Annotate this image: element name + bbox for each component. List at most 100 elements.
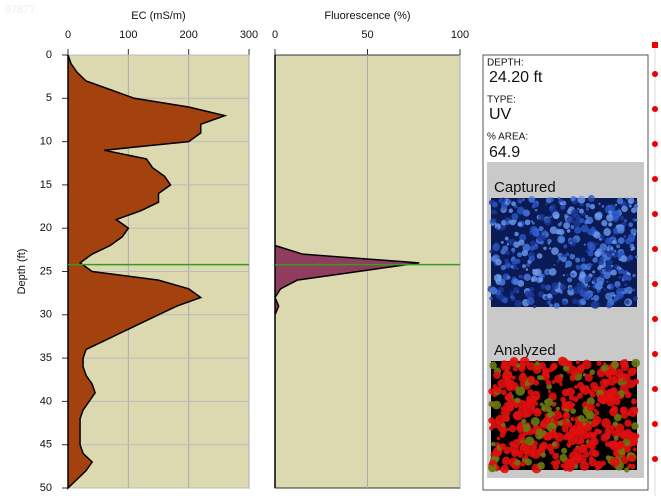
image-speck	[597, 258, 604, 266]
image-speck	[565, 260, 573, 268]
image-speck	[608, 204, 616, 212]
image-speck	[522, 209, 530, 217]
image-speck	[558, 256, 563, 261]
image-speck	[617, 373, 624, 380]
image-speck	[528, 195, 536, 203]
image-speck	[589, 203, 596, 210]
image-speck	[518, 239, 525, 246]
image-speck	[489, 296, 493, 301]
image-speck	[551, 428, 557, 434]
image-speck	[504, 416, 510, 422]
image-speck	[592, 450, 600, 458]
image-speck	[628, 200, 632, 204]
image-speck	[586, 241, 594, 248]
image-speck	[549, 247, 552, 250]
image-speck	[632, 218, 637, 222]
image-speck	[514, 459, 521, 466]
image-speck	[579, 440, 584, 444]
type-value: UV	[489, 106, 512, 123]
image-speck	[500, 240, 504, 244]
image-speck	[601, 418, 611, 428]
track-dot	[652, 141, 658, 147]
image-speck	[600, 378, 610, 388]
image-speck	[568, 286, 573, 291]
image-speck	[530, 220, 533, 223]
image-speck	[509, 294, 515, 300]
image-speck	[586, 397, 595, 406]
image-speck	[560, 463, 565, 468]
image-speck	[585, 207, 589, 211]
image-speck	[492, 243, 500, 252]
image-speck	[490, 441, 496, 447]
image-speck	[635, 255, 638, 259]
image-speck	[561, 425, 569, 433]
image-speck	[513, 241, 520, 248]
track-dot	[652, 281, 658, 287]
image-speck	[532, 269, 539, 276]
image-speck	[532, 304, 537, 309]
image-speck	[522, 243, 531, 252]
image-speck	[629, 463, 636, 470]
image-speck	[542, 230, 548, 235]
image-speck	[574, 454, 582, 462]
value-tick-label: 100	[451, 29, 469, 41]
image-speck	[584, 286, 589, 291]
image-speck	[524, 219, 531, 226]
image-speck	[563, 244, 568, 249]
image-speck	[619, 431, 628, 440]
image-speck	[521, 411, 529, 419]
image-speck	[492, 400, 501, 410]
image-speck	[540, 231, 543, 234]
image-speck	[559, 290, 563, 294]
image-speck	[599, 243, 608, 251]
image-speck	[625, 197, 628, 200]
image-speck	[549, 215, 553, 219]
image-speck	[596, 360, 602, 366]
image-speck	[547, 238, 552, 244]
image-speck	[619, 359, 629, 368]
image-speck	[594, 282, 603, 290]
image-speck	[555, 228, 562, 235]
image-speck	[573, 446, 583, 456]
image-speck	[580, 429, 586, 434]
image-speck	[544, 398, 554, 407]
image-speck	[493, 386, 498, 392]
image-speck	[517, 222, 523, 227]
image-speck	[538, 443, 546, 452]
image-speck	[510, 265, 514, 269]
image-speck	[635, 218, 638, 222]
image-speck	[504, 236, 509, 241]
image-speck	[599, 269, 603, 274]
image-speck	[572, 424, 577, 429]
image-speck	[599, 273, 605, 279]
depth-tick-label: 10	[40, 136, 52, 148]
image-speck	[526, 400, 535, 409]
image-speck	[624, 299, 630, 305]
depth-tick-label: 0	[46, 49, 52, 61]
image-speck	[503, 401, 514, 412]
image-speck	[553, 263, 556, 266]
image-speck	[550, 460, 557, 466]
image-speck	[551, 282, 559, 290]
image-speck	[557, 222, 562, 227]
image-speck	[552, 441, 557, 447]
image-speck	[506, 239, 512, 245]
image-speck	[515, 386, 526, 396]
image-speck	[526, 297, 535, 306]
image-speck	[627, 233, 636, 242]
image-speck	[566, 442, 571, 447]
image-speck	[496, 436, 501, 441]
image-speck	[544, 202, 548, 206]
image-speck	[521, 418, 527, 424]
image-speck	[538, 226, 544, 232]
image-speck	[552, 410, 563, 420]
image-speck	[600, 460, 606, 466]
image-speck	[591, 297, 594, 300]
image-speck	[584, 452, 590, 458]
captured-label: Captured	[494, 179, 556, 196]
image-speck	[604, 264, 613, 273]
value-tick-label: 0	[65, 29, 71, 41]
image-speck	[495, 294, 499, 298]
image-speck	[487, 463, 497, 473]
image-speck	[584, 275, 592, 283]
